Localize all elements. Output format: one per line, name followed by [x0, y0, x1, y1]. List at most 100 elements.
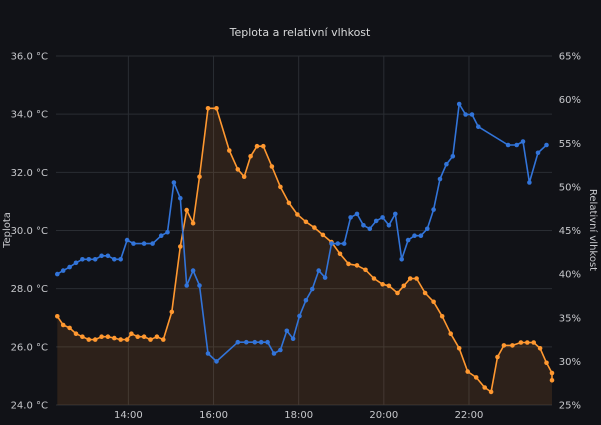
- data-point: [73, 260, 79, 266]
- data-point: [158, 233, 164, 238]
- data-point: [124, 337, 130, 342]
- data-point: [380, 282, 385, 287]
- right-axis-title: Relativní vlhkost: [587, 189, 599, 271]
- data-point: [337, 251, 343, 257]
- data-point: [386, 223, 392, 228]
- data-point: [55, 314, 60, 319]
- y-left-tick-label: 26.0 °C: [11, 342, 48, 353]
- data-point: [184, 283, 189, 288]
- y-right-tick-label: 30%: [559, 357, 581, 368]
- data-point: [303, 298, 309, 303]
- data-point: [190, 220, 196, 226]
- data-point: [450, 154, 456, 159]
- data-point: [118, 337, 123, 342]
- data-point: [99, 253, 104, 259]
- data-point: [197, 174, 202, 179]
- data-point: [482, 385, 488, 390]
- data-point: [437, 176, 443, 182]
- data-point: [92, 257, 98, 262]
- data-point: [348, 215, 353, 220]
- data-point: [55, 271, 60, 277]
- data-point: [310, 286, 315, 292]
- data-point: [295, 212, 300, 217]
- data-point: [60, 268, 66, 273]
- data-point: [476, 124, 481, 129]
- data-point: [386, 283, 392, 289]
- y-right-tick-label: 65%: [559, 52, 581, 63]
- data-point: [495, 354, 500, 360]
- data-point: [258, 339, 264, 345]
- data-point: [320, 232, 326, 238]
- data-point: [60, 322, 66, 328]
- data-point: [165, 229, 170, 235]
- data-point: [129, 331, 134, 337]
- data-point: [190, 268, 196, 273]
- data-point: [290, 336, 296, 342]
- data-point: [367, 226, 373, 232]
- series-area-fill: [57, 108, 553, 406]
- data-point: [518, 340, 524, 345]
- data-point: [67, 325, 72, 331]
- data-point: [544, 360, 549, 366]
- data-point: [278, 184, 283, 190]
- x-tick-label: 20:00: [369, 410, 398, 421]
- data-point: [329, 241, 334, 246]
- data-point: [431, 299, 436, 305]
- data-point: [335, 241, 341, 246]
- axes: 24.0 °C 26.0 °C 28.0 °C 30.0 °C 32.0 °C 34.0 …: [11, 52, 581, 422]
- y-right-tick-label: 50%: [559, 182, 581, 193]
- data-point: [269, 164, 275, 169]
- data-point: [549, 378, 555, 383]
- data-point: [399, 257, 405, 262]
- data-point: [501, 343, 507, 348]
- data-point: [86, 337, 92, 342]
- data-point: [286, 200, 292, 206]
- data-point: [235, 167, 241, 172]
- data-point: [124, 237, 130, 243]
- data-point: [448, 331, 454, 337]
- y-right-tick-label: 55%: [559, 139, 581, 150]
- data-point: [418, 233, 424, 238]
- data-point: [405, 237, 411, 243]
- data-point: [316, 268, 322, 273]
- data-point: [354, 263, 360, 268]
- data-point: [514, 142, 519, 148]
- data-point: [469, 112, 475, 117]
- y-left-tick-label: 36.0 °C: [11, 52, 48, 63]
- data-point: [488, 389, 494, 395]
- data-point: [527, 180, 532, 185]
- x-tick-label: 16:00: [199, 410, 228, 421]
- y-left-tick-label: 24.0 °C: [11, 401, 48, 412]
- data-point: [456, 346, 462, 351]
- data-point: [92, 337, 98, 342]
- data-point: [118, 257, 123, 262]
- data-point: [425, 226, 430, 232]
- data-point: [67, 264, 72, 270]
- data-point: [393, 211, 398, 217]
- y-right-tick-label: 35%: [559, 313, 581, 324]
- data-point: [105, 334, 111, 340]
- data-point: [407, 276, 413, 281]
- data-point: [171, 180, 177, 185]
- data-point: [241, 174, 247, 179]
- data-point: [422, 290, 428, 296]
- data-point: [178, 195, 183, 201]
- data-point: [265, 339, 270, 345]
- data-point: [278, 347, 283, 353]
- data-point: [401, 283, 407, 289]
- data-point: [271, 351, 277, 356]
- data-point: [80, 257, 85, 262]
- data-point: [105, 253, 111, 259]
- data-point: [141, 334, 147, 340]
- data-point: [284, 328, 290, 334]
- data-point: [312, 225, 317, 230]
- data-point: [535, 150, 541, 156]
- data-point: [99, 334, 104, 340]
- data-point: [150, 241, 155, 246]
- data-point: [131, 241, 136, 246]
- fill-layer: [57, 108, 553, 406]
- data-point: [373, 218, 379, 224]
- data-point: [248, 154, 253, 159]
- data-point: [244, 339, 249, 345]
- data-point: [431, 207, 436, 212]
